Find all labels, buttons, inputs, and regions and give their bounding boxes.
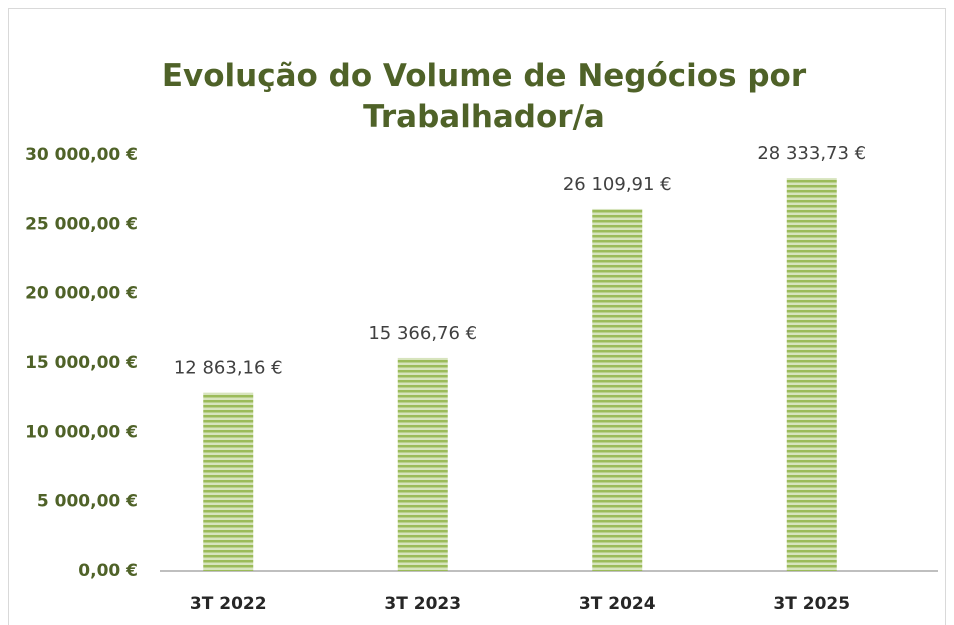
y-tick-label: 0,00 €	[78, 561, 138, 581]
bar	[397, 357, 448, 571]
bar	[786, 178, 837, 572]
bar	[592, 208, 643, 572]
y-tick-label: 20 000,00 €	[25, 284, 138, 304]
chart-title: Evolução do Volume de Negócios por Trabal…	[162, 58, 807, 135]
y-tick-label: 25 000,00 €	[25, 214, 138, 234]
x-tick-label: 3T 2023	[384, 594, 461, 614]
y-tick-label: 5 000,00 €	[37, 492, 138, 512]
data-label: 15 366,76 €	[368, 323, 477, 344]
bar	[203, 392, 254, 571]
data-label: 26 109,91 €	[563, 174, 672, 195]
y-tick-label: 30 000,00 €	[25, 145, 138, 165]
y-tick-label: 10 000,00 €	[25, 422, 138, 442]
x-tick-label: 3T 2024	[579, 594, 656, 614]
data-label: 12 863,16 €	[174, 358, 283, 379]
x-tick-label: 3T 2022	[190, 594, 267, 614]
y-tick-label: 15 000,00 €	[25, 353, 138, 373]
x-tick-label: 3T 2025	[773, 594, 850, 614]
data-label: 28 333,73 €	[757, 143, 866, 164]
